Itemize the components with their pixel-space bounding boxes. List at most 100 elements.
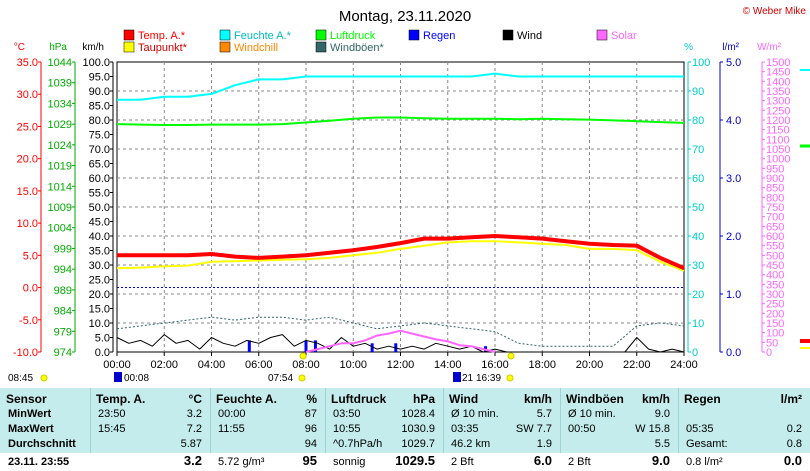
current-cell-value: 3.2 [183,453,202,468]
chart-title: Montag, 23.11.2020 [339,8,471,25]
solar-tick-label: 800 [766,192,784,204]
rain-tick-label: 1.0 [726,289,741,301]
temp-unit-label: °C [14,42,25,53]
series-line-temp-a [117,234,685,271]
legend-swatch [315,41,327,53]
table-cell-left: 00:00 [218,408,246,420]
solar-tick-label: 1400 [766,76,790,88]
table-cell-value: 1.9 [536,438,552,450]
x-tick-label: 18:00 [528,359,556,371]
solar-tick-label: 300 [766,289,784,301]
wind-tick-label: 5.0 [95,333,110,345]
pressure-tick-label: 1044 [48,57,72,69]
table-header: Regen [684,392,721,406]
solar-tick-label: 700 [766,212,784,224]
table-cell-value: SW 7.7 [515,423,552,435]
solar-unit-label: W/m² [757,42,782,53]
pressure-tick-label: 1019 [48,161,72,173]
table-cell-value: 87 [304,408,317,420]
sun-icon [506,374,514,382]
current-timestamp: 23.11. 23:55 [8,456,70,468]
rain-tick-label: 4.0 [726,115,741,127]
solar-tick-label: 200 [766,308,784,320]
table-header: Windböen [566,392,624,406]
current-cell-value: 6.0 [533,453,552,468]
rain-bar [370,343,374,352]
wind-tick-label: 55.0 [89,188,110,200]
current-values-row-bg [0,453,810,471]
pressure-tick-label: 999 [54,243,72,255]
humidity-tick-label: 50 [692,202,704,214]
sun-icon [40,374,48,382]
pressure-tick-label: 984 [54,306,72,318]
pressure-tick-label: 974 [54,347,72,359]
temp-tick-label: 15.0 [17,186,38,198]
legend-swatch [219,41,231,53]
solar-tick-label: 1050 [766,144,790,156]
solar-tick-label: 1500 [766,57,790,69]
table-column-divider [90,388,91,471]
legend-label: Solar [611,30,637,42]
pressure-tick-label: 1004 [48,223,72,235]
sun-icon [299,352,307,360]
current-cell-value: 0.0 [783,453,802,468]
sun-time-label: 07:54 [268,373,293,384]
temp-tick-label: -5.0 [19,315,38,327]
x-tick-label: 00:00 [103,359,131,371]
table-cell-value: 96 [304,423,317,435]
pressure-tick-label: 989 [54,285,72,297]
solar-tick-label: 1350 [766,86,790,98]
legend-label: Windböen* [330,42,385,54]
current-cell-value: 95 [302,453,317,468]
pressure-tick-label: 1039 [48,78,72,90]
legend-swatch [408,29,420,41]
solar-tick-label: 750 [766,202,784,214]
rain-unit-label: l/m² [722,42,739,53]
series-line-luftdruck [116,116,685,126]
wind-tick-label: 25.0 [89,275,110,287]
table-header-unit: % [306,392,317,406]
rain-bar [313,340,317,352]
current-cell-value: 1029.5 [395,453,435,468]
table-cell-value: 3.2 [186,408,202,420]
sunset-time-label: 16:39 [476,373,501,384]
moon-icon [453,372,461,382]
wind-tick-label: 65.0 [89,159,110,171]
humidity-tick-label: 100 [692,57,710,69]
pressure-tick-label: 1029 [48,119,72,131]
legend-label: Temp. A.* [138,30,186,42]
x-tick-label: 08:00 [292,359,320,371]
table-row-label: MinWert [8,408,52,420]
legend-swatch [219,29,231,41]
moon-icon [114,372,122,382]
legend-label: Wind [517,30,542,42]
table-header-unit: km/h [523,392,552,406]
wind-tick-label: 15.0 [89,304,110,316]
solar-tick-label: 1100 [766,134,790,146]
table-cell-value: 5.87 [180,438,202,450]
humidity-tick-label: 80 [692,115,704,127]
wind-tick-label: 0.0 [95,347,110,359]
legend-label: Taupunkt* [138,42,188,54]
solar-tick-label: 950 [766,163,784,175]
solar-tick-label: 0 [766,347,772,359]
table-cell-value: 1030.9 [401,423,435,435]
pressure-tick-label: 994 [54,264,72,276]
table-row-label: MaxWert [8,423,54,435]
table-cell-left: 46.2 km [451,438,491,450]
solar-tick-label: 1250 [766,105,790,117]
table-cell-value: 0.8 [786,438,802,450]
wind-tick-label: 10.0 [89,318,110,330]
table-cell-value: 1028.4 [401,408,435,420]
series-line-wind [116,334,685,353]
legend-swatch [123,29,135,41]
series-line-taupunkt [116,240,685,272]
x-tick-label: 12:00 [387,359,415,371]
rain-tick-label: 0.0 [726,347,741,359]
legend-swatch [315,29,327,41]
solar-tick-label: 350 [766,279,784,291]
x-tick-label: 16:00 [481,359,509,371]
current-cell-value: 9.0 [651,453,670,468]
moon-hour-label: 21 [462,373,474,384]
wind-tick-label: 45.0 [89,217,110,229]
